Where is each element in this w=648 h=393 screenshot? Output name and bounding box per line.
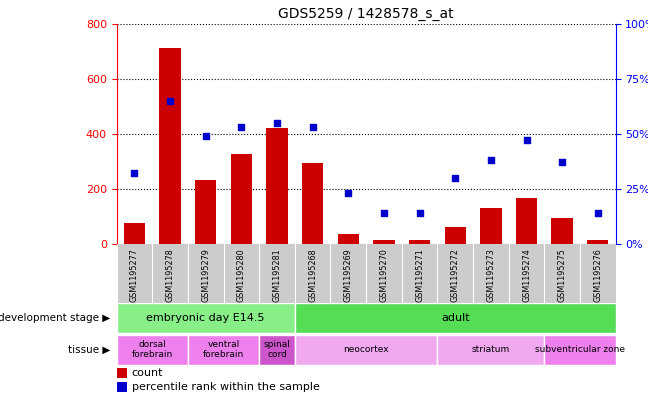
Bar bbox=[231, 154, 252, 244]
Bar bbox=[445, 227, 466, 244]
Bar bbox=[117, 303, 295, 333]
Text: neocortex: neocortex bbox=[343, 345, 389, 354]
Text: count: count bbox=[132, 368, 163, 378]
Bar bbox=[516, 198, 537, 244]
Text: percentile rank within the sample: percentile rank within the sample bbox=[132, 382, 319, 392]
Bar bbox=[117, 382, 126, 391]
Text: GSM1195274: GSM1195274 bbox=[522, 248, 531, 302]
Point bbox=[450, 174, 460, 181]
Text: GSM1195280: GSM1195280 bbox=[237, 248, 246, 302]
Point bbox=[272, 119, 282, 126]
Bar bbox=[544, 335, 616, 365]
Title: GDS5259 / 1428578_s_at: GDS5259 / 1428578_s_at bbox=[278, 7, 454, 21]
Bar bbox=[480, 208, 502, 244]
Bar bbox=[409, 239, 430, 244]
Bar bbox=[295, 335, 437, 365]
Point bbox=[307, 124, 318, 130]
Text: GSM1195275: GSM1195275 bbox=[558, 248, 566, 302]
Text: subventricular zone: subventricular zone bbox=[535, 345, 625, 354]
Bar bbox=[437, 335, 544, 365]
Bar bbox=[295, 303, 616, 333]
Bar bbox=[338, 234, 359, 244]
Bar bbox=[266, 128, 288, 244]
Text: GSM1195271: GSM1195271 bbox=[415, 248, 424, 302]
Bar bbox=[302, 162, 323, 244]
Text: development stage ▶: development stage ▶ bbox=[0, 313, 110, 323]
Text: tissue ▶: tissue ▶ bbox=[68, 345, 110, 355]
Text: embryonic day E14.5: embryonic day E14.5 bbox=[146, 313, 265, 323]
Point bbox=[592, 210, 603, 216]
Bar bbox=[117, 368, 126, 378]
Text: adult: adult bbox=[441, 313, 470, 323]
Text: GSM1195270: GSM1195270 bbox=[380, 248, 388, 302]
Point bbox=[129, 170, 140, 176]
Bar bbox=[259, 335, 295, 365]
Point bbox=[201, 133, 211, 139]
Point bbox=[521, 137, 531, 143]
Text: GSM1195276: GSM1195276 bbox=[594, 248, 602, 302]
Bar bbox=[159, 48, 181, 244]
Point bbox=[343, 190, 354, 196]
Bar bbox=[195, 180, 216, 244]
Text: GSM1195268: GSM1195268 bbox=[308, 248, 317, 302]
Bar bbox=[188, 335, 259, 365]
Point bbox=[486, 157, 496, 163]
Bar bbox=[117, 335, 188, 365]
Point bbox=[557, 159, 568, 165]
Bar bbox=[587, 239, 608, 244]
Text: GSM1195278: GSM1195278 bbox=[166, 248, 174, 302]
Text: GSM1195269: GSM1195269 bbox=[344, 248, 353, 302]
Text: spinal
cord: spinal cord bbox=[264, 340, 290, 360]
Point bbox=[378, 210, 389, 216]
Bar bbox=[373, 239, 395, 244]
Text: GSM1195273: GSM1195273 bbox=[487, 248, 495, 302]
Bar bbox=[124, 223, 145, 244]
Text: GSM1195277: GSM1195277 bbox=[130, 248, 139, 302]
Text: GSM1195281: GSM1195281 bbox=[273, 248, 281, 302]
Point bbox=[415, 210, 425, 216]
Bar bbox=[551, 217, 573, 244]
Text: striatum: striatum bbox=[472, 345, 510, 354]
Text: ventral
forebrain: ventral forebrain bbox=[203, 340, 244, 360]
Point bbox=[165, 97, 175, 104]
Text: GSM1195272: GSM1195272 bbox=[451, 248, 459, 302]
Text: dorsal
forebrain: dorsal forebrain bbox=[132, 340, 173, 360]
Point bbox=[236, 124, 246, 130]
Text: GSM1195279: GSM1195279 bbox=[202, 248, 210, 302]
